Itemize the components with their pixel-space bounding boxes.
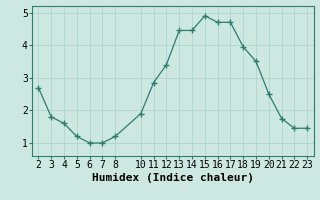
- X-axis label: Humidex (Indice chaleur): Humidex (Indice chaleur): [92, 173, 254, 183]
